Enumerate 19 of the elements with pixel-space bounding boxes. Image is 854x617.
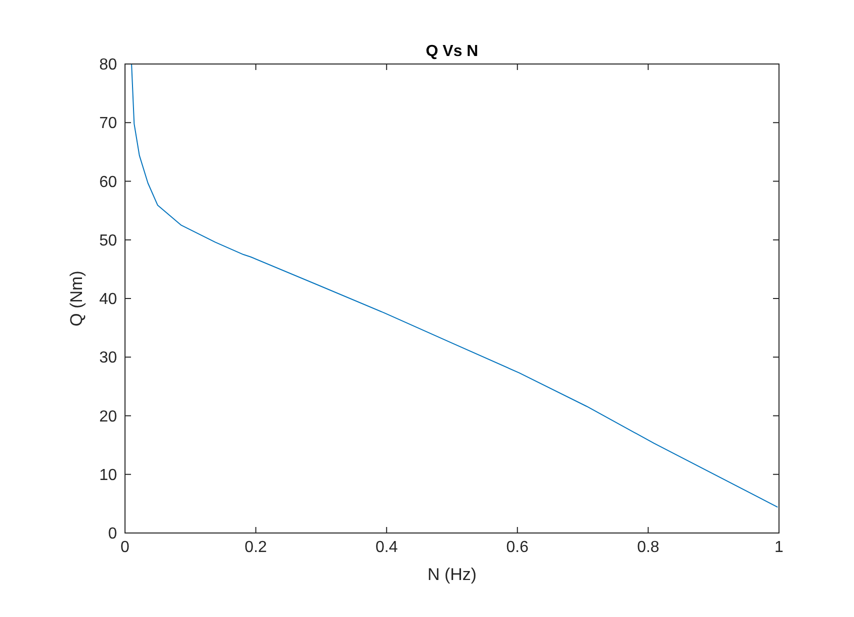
y-tick-label: 80 <box>99 56 118 74</box>
y-tick-label: 60 <box>99 174 118 191</box>
y-axis-title: Q (Nm) <box>67 270 86 326</box>
x-axis-title: N (Hz) <box>427 565 477 584</box>
y-tick-label: 30 <box>99 350 118 367</box>
line-series <box>131 64 778 508</box>
y-tick-label: 40 <box>99 291 118 308</box>
y-tick-label: 0 <box>108 526 118 543</box>
x-tick-label: 0.4 <box>375 539 398 556</box>
y-tick-label: 20 <box>99 408 118 426</box>
y-tick-label: 70 <box>99 115 118 132</box>
x-tick-label: 0 <box>120 539 130 556</box>
y-tick-label: 50 <box>99 232 118 250</box>
chart-title: Q Vs N <box>426 43 478 60</box>
x-tick-label: 0.6 <box>506 539 529 556</box>
y-tick-label: 10 <box>99 466 118 484</box>
x-tick-label: 0.2 <box>244 539 268 556</box>
x-tick-label: 1 <box>774 539 784 556</box>
x-tick-label: 0.8 <box>637 539 660 556</box>
